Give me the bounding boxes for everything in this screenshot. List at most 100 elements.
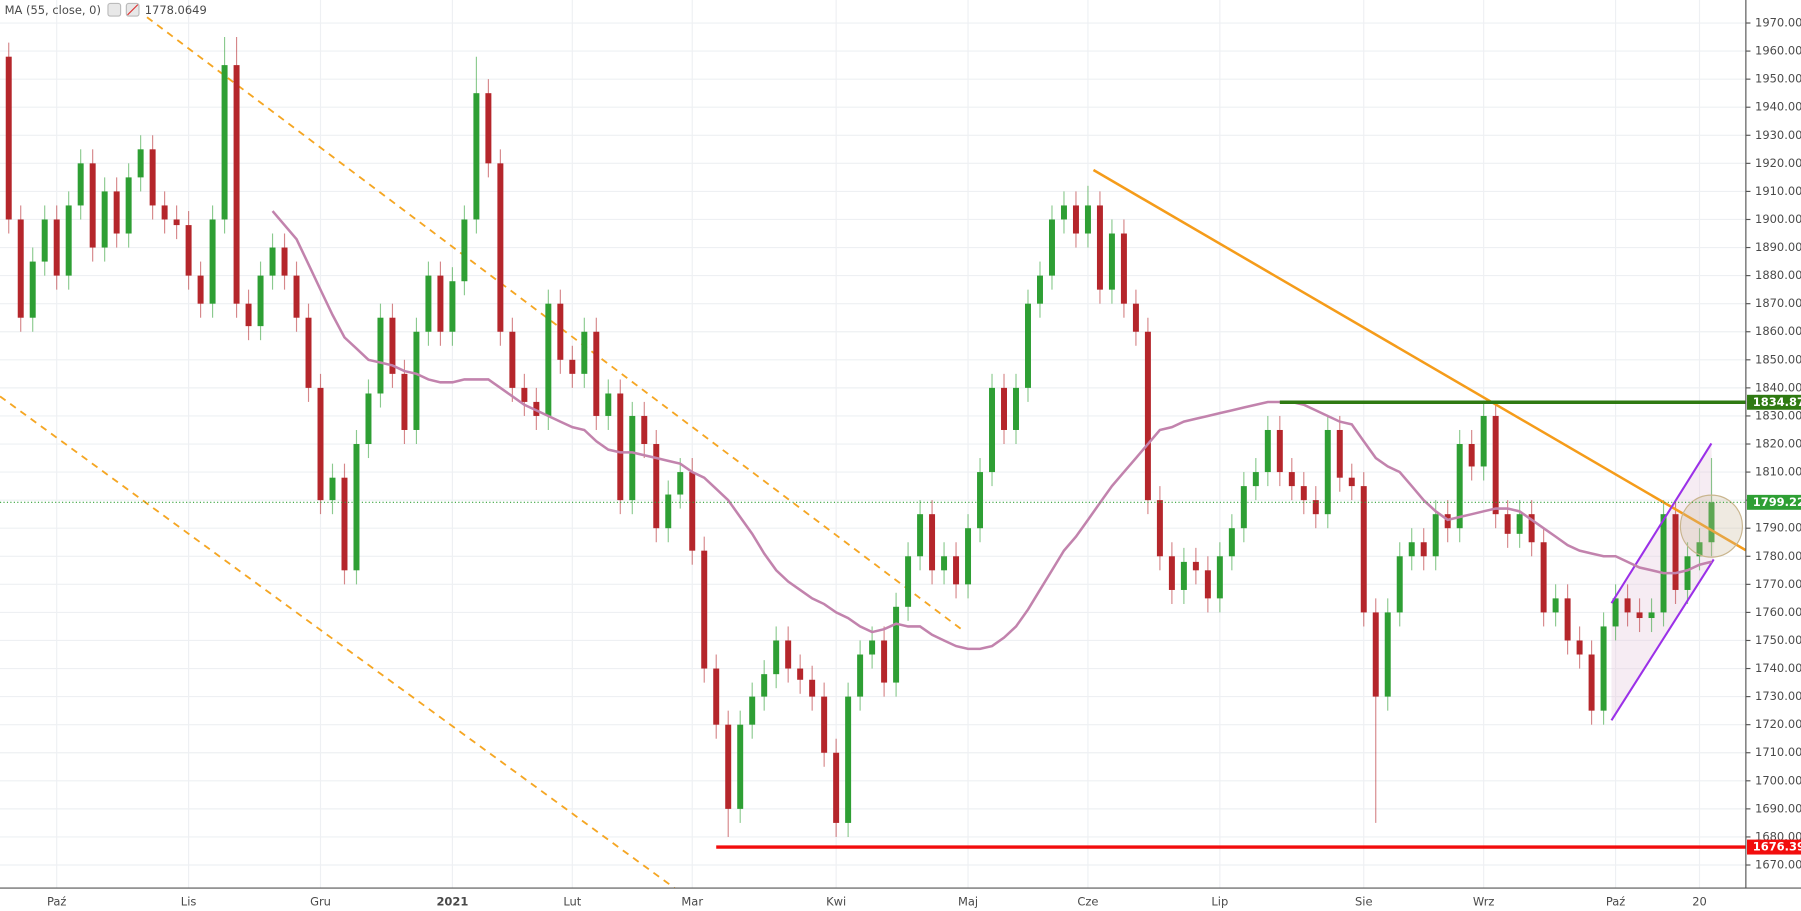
candle-body [521,387,528,402]
candle-body [917,514,924,557]
candles [5,37,1715,837]
y-tick-label: 1740.00 [1755,661,1801,675]
x-tick-label: Paź [47,894,66,908]
candle-body [785,640,792,669]
y-tick-label: 1830.00 [1755,408,1801,422]
indicator-value: 1778.0649 [145,3,207,17]
candle-body [977,472,984,529]
y-tick-label: 1810.00 [1755,465,1801,479]
y-tick-label: 1880.00 [1755,268,1801,282]
candle-body [1564,598,1571,641]
candle-body [353,444,360,571]
candle-body [221,65,228,220]
candle-body [1240,486,1247,529]
candle-body [41,219,48,262]
candle-body [893,606,900,683]
candle-body [1468,444,1475,467]
candle-body [197,275,204,304]
candle-body [1612,598,1619,627]
indicator-name: MA (55, close, 0) [5,3,101,17]
x-tick-label: Cze [1077,894,1098,908]
y-tick-label: 1770.00 [1755,577,1801,591]
y-tick-label: 1870.00 [1755,296,1801,310]
y-tick-label: 1860.00 [1755,324,1801,338]
candle-body [845,696,852,823]
y-tick-label: 1930.00 [1755,128,1801,142]
candle-body [5,56,12,220]
candle-body [1001,387,1007,430]
candle-body [281,247,288,276]
candle-body [965,528,972,585]
candle-body [101,191,108,248]
candle-body [257,275,264,327]
candle-body [1288,472,1295,487]
y-tick-label: 1700.00 [1755,773,1801,787]
candle-body [125,177,132,234]
candle-body [689,472,696,551]
candle-body [449,281,456,332]
candle-body [569,359,576,374]
candle-body [473,93,480,220]
ma-line [271,210,1712,651]
y-tick-label: 1820.00 [1755,437,1801,451]
candle-body [749,696,756,725]
candle-body [1516,514,1523,534]
candle-body [737,724,744,809]
candle-body [761,674,768,697]
candle-body [1444,514,1451,529]
candle-body [1312,500,1319,515]
price-box-label: 1676.39 [1753,840,1801,854]
candle-body [305,317,312,388]
candle-body [401,373,408,430]
candle-body [1492,415,1499,515]
settings-icon[interactable] [107,2,122,17]
y-tick-label: 1690.00 [1755,801,1801,815]
y-tick-label: 1900.00 [1755,212,1801,226]
candle-body [1372,612,1379,697]
candle-body [1684,556,1691,590]
candle-body [1456,444,1463,529]
y-tick-label: 1940.00 [1755,100,1801,114]
candle-body [833,752,840,823]
candle-body [1036,275,1043,304]
y-tick-label: 1670.00 [1755,858,1801,872]
candle-body [905,556,912,607]
candle-body [701,550,708,669]
y-tick-label: 1910.00 [1755,184,1801,198]
x-tick-label: Lis [181,894,197,908]
x-tick-label: Gru [310,894,331,908]
candle-body [1636,612,1643,619]
candle-body [137,149,144,178]
y-tick-label: 1950.00 [1755,72,1801,86]
candle-body [317,387,324,501]
candle-body [1480,415,1487,467]
candle-body [1144,331,1151,501]
candle-body [389,317,396,374]
candle-body [149,149,156,206]
candle-body [1060,205,1067,220]
channel-line [1610,558,1715,721]
candle-body [77,163,84,206]
candle-body [533,401,540,416]
candle-body [29,261,36,318]
candle-body [1660,514,1667,613]
candle-body [185,225,192,276]
price-box [1747,494,1801,510]
candle-body [1576,640,1583,655]
candle-body [1360,486,1367,613]
candle-body [773,640,780,675]
candle-body [1084,205,1091,234]
candle-body [653,444,660,529]
candle-body [269,247,276,276]
candle-body [341,477,348,571]
candle-body [1216,556,1223,599]
candle-body [1108,233,1115,290]
candle-body [641,415,648,445]
candle-body [869,640,876,655]
candle-body [1672,514,1679,590]
price-box-label: 1834.87 [1753,395,1801,409]
candle-body [809,679,816,697]
x-tick-label: Lut [563,894,581,908]
axis: 1670.001680.001690.001700.001710.001720.… [47,16,1801,908]
